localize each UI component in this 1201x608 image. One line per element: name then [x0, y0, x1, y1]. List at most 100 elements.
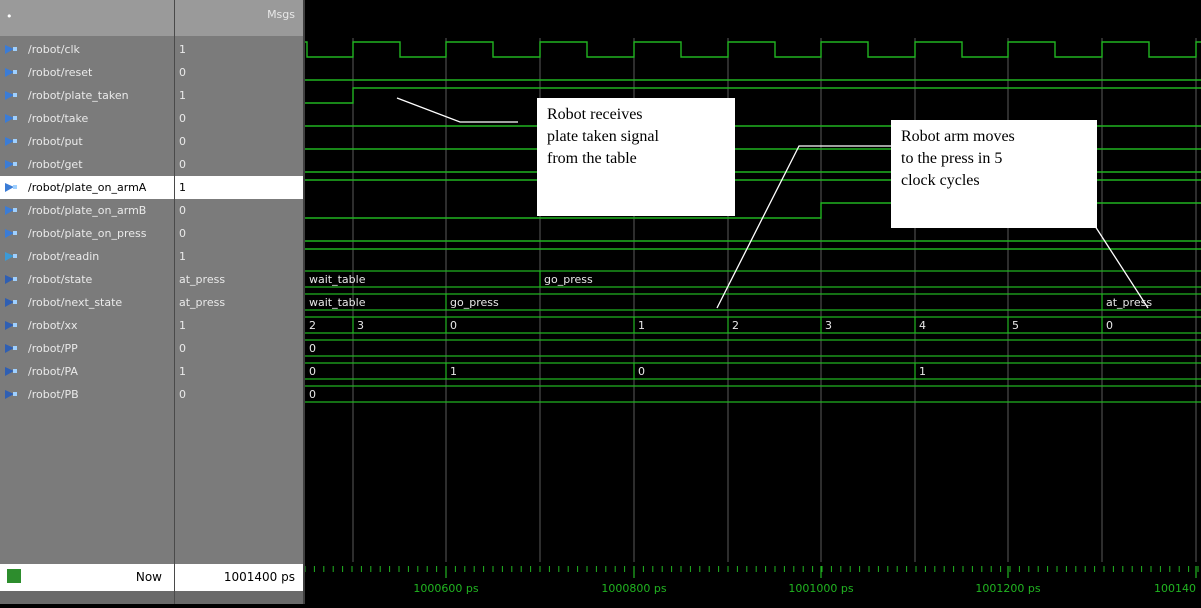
bus-pa-label: 0 [309, 365, 316, 378]
callout-line: clock cycles [901, 172, 980, 189]
now-icon[interactable] [7, 569, 21, 583]
bus-pb-segment [305, 385, 1201, 403]
signal-value: at_press [179, 273, 226, 286]
signal-value: 0 [179, 342, 186, 355]
callout-line: plate taken signal [547, 128, 659, 145]
bus-pa-label: 1 [919, 365, 926, 378]
signal-value: 1 [179, 365, 186, 378]
bus-pb-label: 0 [309, 388, 316, 401]
bus-xx-segment [445, 316, 634, 334]
bus-xx-segment [1007, 316, 1102, 334]
bus-pp-label: 0 [309, 342, 316, 355]
bus-state-label: wait_table [309, 273, 366, 286]
signal-value: 0 [179, 135, 186, 148]
signal-value-row[interactable]: 1 [175, 38, 303, 61]
signal-value: 0 [179, 227, 186, 240]
bus-pp-segment [305, 339, 1201, 357]
signal-name: /robot/plate_taken [28, 89, 129, 102]
signal-row[interactable]: /robot/readin [0, 245, 174, 268]
signal-row[interactable]: /robot/plate_on_armA [0, 176, 174, 199]
msgs-label: Msgs [267, 8, 295, 21]
signal-value-row[interactable]: 0 [175, 199, 303, 222]
signal-row[interactable]: /robot/PP [0, 337, 174, 360]
signal-name: /robot/clk [28, 43, 80, 56]
signal-row[interactable]: /robot/plate_on_press [0, 222, 174, 245]
wave-clk [305, 41, 1201, 58]
signal-value-row[interactable]: at_press [175, 268, 303, 291]
signal-row[interactable]: /robot/clk [0, 38, 174, 61]
bus-pa-segment [914, 362, 1201, 380]
bus-state-segment [305, 270, 540, 288]
bus-pa-segment [445, 362, 634, 380]
bus-next-state-label: at_press [1106, 296, 1152, 309]
signal-row[interactable]: /robot/PA [0, 360, 174, 383]
bottom-bar [0, 591, 174, 604]
signal-out-icon [5, 204, 17, 216]
signal-value-row[interactable]: 0 [175, 337, 303, 360]
signal-row[interactable]: /robot/take [0, 107, 174, 130]
signal-value-row[interactable]: 0 [175, 383, 303, 406]
signal-internal-icon [5, 365, 17, 377]
callout-pointer-3 [1094, 225, 1149, 309]
signal-name: /robot/xx [28, 319, 78, 332]
callout-pointer-2 [716, 145, 891, 309]
waveform-pane[interactable]: wait_table go_press wait_table go_press at_p… [304, 0, 1201, 604]
bus-pa-label: 1 [450, 365, 457, 378]
signal-value-row[interactable]: 1 [175, 314, 303, 337]
signal-name: /robot/PB [28, 388, 79, 401]
bus-xx-segment [305, 316, 353, 334]
signal-value-row[interactable]: 1 [175, 360, 303, 383]
bus-pa-segment [633, 362, 915, 380]
callout-line: to the press in 5 [901, 150, 1003, 167]
signal-name: /robot/PA [28, 365, 78, 378]
signal-inout-icon [5, 250, 17, 262]
signal-internal-icon [5, 296, 17, 308]
bus-next-state-label: wait_table [309, 296, 366, 309]
signal-value-row[interactable]: 0 [175, 153, 303, 176]
signal-value-row[interactable]: 1 [175, 84, 303, 107]
signal-value-row[interactable]: 1 [175, 245, 303, 268]
bus-xx-label: 3 [357, 319, 364, 332]
signal-values-pane: Msgs 1 0 1 0 0 0 1 0 0 1 at_press at_press 1 0 1 0 1001… [175, 0, 305, 604]
signal-name: /robot/plate_on_press [28, 227, 147, 240]
signal-out-icon [5, 135, 17, 147]
bus-state-label: go_press [544, 273, 593, 286]
signal-row[interactable]: /robot/state [0, 268, 174, 291]
bus-xx-segment [352, 316, 446, 334]
bus-next-state-segment [305, 293, 446, 311]
bottom-bar-values [175, 591, 303, 604]
signal-value: 1 [179, 89, 186, 102]
bus-xx-label: 5 [1012, 319, 1019, 332]
signal-value-row[interactable]: at_press [175, 291, 303, 314]
signal-value-row[interactable]: 0 [175, 222, 303, 245]
signal-row[interactable]: /robot/put [0, 130, 174, 153]
signal-row[interactable]: /robot/reset [0, 61, 174, 84]
bus-next-state-label: go_press [450, 296, 499, 309]
signal-row[interactable]: /robot/plate_taken [0, 84, 174, 107]
signal-value: 0 [179, 204, 186, 217]
signal-names-pane: • /robot/clk/robot/reset/robot/plate_tak… [0, 0, 175, 604]
signal-row[interactable]: /robot/next_state [0, 291, 174, 314]
callout-arm-moves: Robot arm moves to the press in 5 clock … [891, 120, 1097, 228]
waveform-header [305, 0, 1201, 36]
timeline-tick-label: 1000800 ps [601, 582, 666, 595]
bus-xx-label: 1 [638, 319, 645, 332]
signal-row[interactable]: /robot/get [0, 153, 174, 176]
bus-xx-label: 3 [825, 319, 832, 332]
now-row: Now [0, 564, 174, 591]
callout-line: Robot receives [547, 106, 643, 123]
signal-row[interactable]: /robot/PB [0, 383, 174, 406]
timeline-tick-label: 1000600 ps [413, 582, 478, 595]
signal-value-row[interactable]: 0 [175, 61, 303, 84]
signal-value-row[interactable]: 0 [175, 107, 303, 130]
signal-name: /robot/readin [28, 250, 100, 263]
signal-row[interactable]: /robot/plate_on_armB [0, 199, 174, 222]
wave-plate-taken [305, 87, 1201, 104]
signal-in-icon [5, 43, 17, 55]
now-value-row: 1001400 ps [175, 564, 303, 591]
waveform-canvas[interactable]: wait_table go_press wait_table go_press at_p… [304, 0, 1201, 604]
signal-value-row[interactable]: 0 [175, 130, 303, 153]
bus-next-state-segment [1101, 293, 1201, 311]
signal-row[interactable]: /robot/xx [0, 314, 174, 337]
signal-value-row[interactable]: 1 [175, 176, 303, 199]
